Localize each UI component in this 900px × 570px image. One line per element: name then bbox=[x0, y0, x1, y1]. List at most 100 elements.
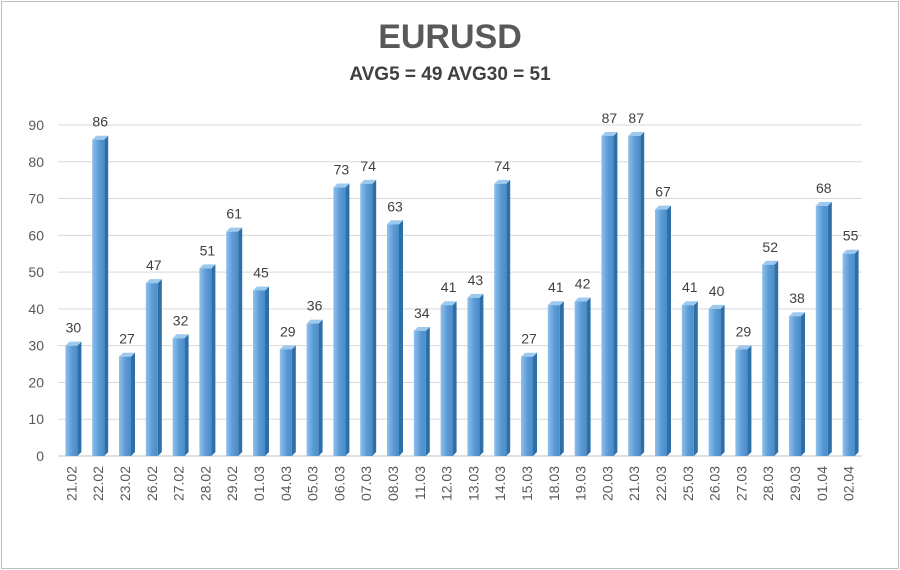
data-label: 74 bbox=[494, 158, 510, 174]
bar bbox=[628, 136, 641, 457]
data-label: 87 bbox=[628, 110, 644, 126]
bar bbox=[708, 308, 721, 456]
bar-top bbox=[789, 312, 805, 317]
bar-top bbox=[681, 301, 698, 306]
bar-side bbox=[720, 304, 725, 456]
bar-side bbox=[372, 179, 377, 456]
bar bbox=[145, 283, 158, 456]
data-label: 63 bbox=[387, 198, 403, 214]
y-tick-label: 20 bbox=[28, 374, 44, 390]
x-tick-label: 13.03 bbox=[465, 466, 481, 501]
data-label: 43 bbox=[468, 272, 484, 288]
x-tick-label: 26.02 bbox=[144, 466, 160, 501]
y-tick-label: 30 bbox=[28, 338, 44, 354]
bar-top bbox=[628, 132, 645, 137]
bar-top bbox=[494, 179, 511, 184]
x-tick-label: 21.02 bbox=[63, 466, 79, 501]
bar bbox=[199, 268, 212, 456]
bar-side bbox=[613, 132, 618, 457]
bar-top bbox=[467, 293, 484, 298]
x-tick-label: 23.02 bbox=[117, 466, 133, 501]
x-tick-label: 26.03 bbox=[707, 466, 723, 501]
bar-top bbox=[226, 227, 243, 232]
data-label: 51 bbox=[200, 242, 216, 258]
data-label: 68 bbox=[816, 180, 832, 196]
x-tick-label: 27.03 bbox=[733, 466, 749, 501]
y-tick-label: 50 bbox=[28, 264, 44, 280]
bar bbox=[521, 356, 533, 456]
data-label: 52 bbox=[762, 239, 778, 255]
bar bbox=[681, 305, 694, 456]
bar-top bbox=[199, 264, 216, 269]
bar-side bbox=[157, 279, 162, 456]
bar-top bbox=[547, 301, 564, 306]
data-label: 87 bbox=[602, 110, 618, 126]
bar-side bbox=[77, 341, 82, 456]
data-label: 40 bbox=[709, 283, 725, 299]
bar-top bbox=[279, 345, 296, 350]
bar-top bbox=[119, 352, 135, 357]
bar-top bbox=[762, 260, 779, 265]
data-label: 74 bbox=[360, 158, 376, 174]
data-label: 29 bbox=[736, 323, 752, 339]
bar-side bbox=[774, 260, 779, 456]
chart-subtitle: AVG5 = 49 AVG30 = 51 bbox=[349, 64, 551, 85]
data-label: 32 bbox=[173, 312, 189, 328]
bar-side bbox=[854, 249, 859, 456]
bar-side bbox=[131, 352, 135, 456]
bars bbox=[65, 132, 859, 457]
data-label: 86 bbox=[92, 114, 108, 130]
bar bbox=[360, 183, 373, 456]
bar-side bbox=[452, 301, 457, 456]
x-tick-label: 15.03 bbox=[519, 466, 535, 501]
x-tick-label: 06.03 bbox=[331, 466, 347, 501]
bar-top bbox=[655, 205, 671, 210]
bar-side bbox=[586, 297, 591, 456]
bar bbox=[119, 356, 131, 456]
bar bbox=[574, 301, 587, 456]
data-label: 41 bbox=[548, 279, 564, 295]
bar-top bbox=[735, 345, 752, 350]
bar-side bbox=[559, 301, 564, 456]
bar-top bbox=[65, 341, 82, 346]
bar-side bbox=[291, 345, 296, 456]
bar bbox=[387, 224, 399, 456]
bar-side bbox=[533, 352, 537, 456]
bar-top bbox=[306, 319, 323, 324]
bar-top bbox=[360, 179, 377, 184]
bar-side bbox=[747, 345, 752, 456]
bar bbox=[655, 209, 667, 456]
bar-side bbox=[104, 135, 109, 456]
bar bbox=[306, 323, 319, 456]
bar bbox=[172, 338, 185, 456]
data-label: 27 bbox=[119, 331, 135, 347]
bar bbox=[601, 136, 614, 457]
x-tick-label: 01.03 bbox=[251, 466, 267, 501]
bar-top bbox=[708, 304, 725, 309]
bar-side bbox=[693, 301, 698, 456]
bar-top bbox=[387, 220, 403, 225]
data-label: 42 bbox=[575, 276, 591, 292]
data-label: 45 bbox=[253, 265, 269, 281]
bar-side bbox=[184, 334, 189, 456]
y-tick-label: 70 bbox=[28, 191, 44, 207]
x-tick-label: 04.03 bbox=[278, 466, 294, 501]
y-tick-label: 80 bbox=[28, 154, 44, 170]
bar-side bbox=[265, 286, 269, 456]
bar-top bbox=[172, 334, 189, 339]
x-axis-ticks: 21.02 22.02 23.02 26.02 27.02 28.02 29.02 01.03… bbox=[63, 466, 856, 501]
bar bbox=[547, 305, 560, 456]
data-label: 36 bbox=[307, 298, 323, 314]
data-label: 34 bbox=[414, 305, 430, 321]
bar bbox=[789, 316, 801, 456]
bar bbox=[279, 349, 292, 456]
chart-title: EURUSD bbox=[378, 18, 522, 56]
x-tick-label: 22.03 bbox=[653, 466, 669, 501]
bar bbox=[762, 264, 775, 456]
x-tick-label: 12.03 bbox=[439, 466, 455, 501]
bar-top bbox=[92, 135, 109, 140]
bar-top bbox=[842, 249, 859, 254]
bar-top bbox=[601, 132, 618, 137]
x-tick-label: 25.03 bbox=[680, 466, 696, 501]
